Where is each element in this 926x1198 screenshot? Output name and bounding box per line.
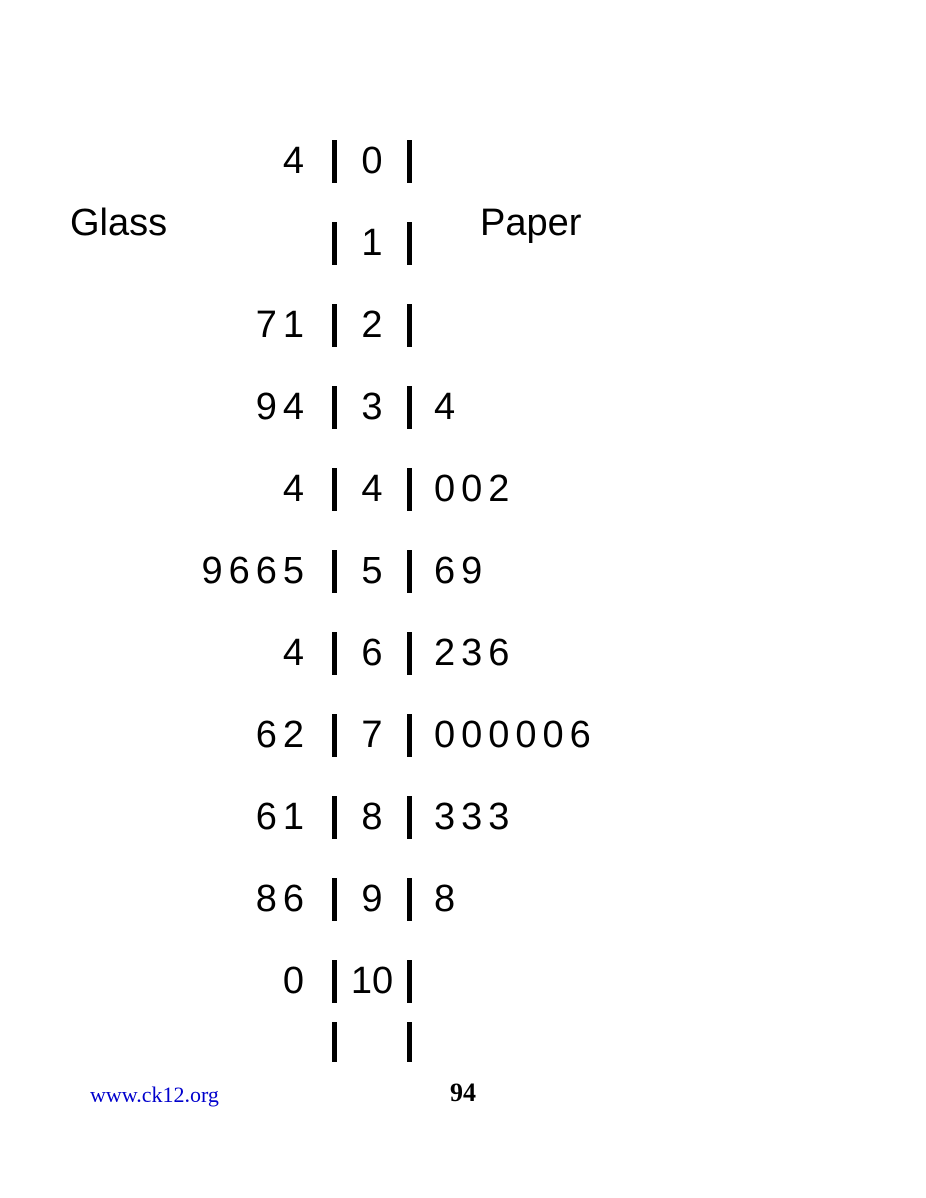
right-leaves: 000006 (412, 714, 820, 757)
stem-value: 6 (332, 632, 412, 675)
right-dataset-label: Paper (480, 202, 581, 245)
stemleaf-row: 4 4 002 (100, 448, 820, 530)
stemleaf-row: 71 2 (100, 284, 820, 366)
stem-value: 3 (332, 386, 412, 429)
stem-and-leaf-plot: Glass Paper 4 0 1 71 2 94 3 4 4 4 002 9 (100, 120, 820, 1062)
stemleaf-row: 4 0 (100, 120, 820, 202)
stem-value: 8 (332, 796, 412, 839)
left-leaves: 62 (100, 714, 332, 757)
stemleaf-row: 61 8 333 (100, 776, 820, 858)
stemleaf-row: 94 3 4 (100, 366, 820, 448)
stem-value: 7 (332, 714, 412, 757)
left-leaves: 0 (100, 960, 332, 1003)
right-leaves: 333 (412, 796, 820, 839)
stemleaf-row: 0 10 (100, 940, 820, 1022)
page: Glass Paper 4 0 1 71 2 94 3 4 4 4 002 9 (0, 0, 926, 1198)
left-leaves: 94 (100, 386, 332, 429)
stemleaf-row: 9665 5 69 (100, 530, 820, 612)
stem-value: 5 (332, 550, 412, 593)
right-leaves: 8 (412, 878, 820, 921)
page-number: 94 (0, 1078, 926, 1108)
right-leaves: 69 (412, 550, 820, 593)
stemleaf-rule-tail (100, 1022, 820, 1062)
right-leaves: 002 (412, 468, 820, 511)
stem-value: 10 (332, 960, 412, 1003)
stemleaf-row: 62 7 000006 (100, 694, 820, 776)
left-leaves: 9665 (100, 550, 332, 593)
left-leaves: 4 (100, 468, 332, 511)
stem-value: 1 (332, 222, 412, 265)
left-dataset-label: Glass (70, 202, 167, 245)
left-leaves: 86 (100, 878, 332, 921)
stem-value: 4 (332, 468, 412, 511)
stemleaf-row: 4 6 236 (100, 612, 820, 694)
right-leaves: 4 (412, 386, 820, 429)
stem-value: 9 (332, 878, 412, 921)
stem-value: 0 (332, 140, 412, 183)
stemleaf-row: 86 9 8 (100, 858, 820, 940)
right-leaves: 236 (412, 632, 820, 675)
left-leaves: 61 (100, 796, 332, 839)
left-leaves: 4 (100, 632, 332, 675)
left-leaves: 4 (100, 140, 332, 183)
left-leaves: 71 (100, 304, 332, 347)
stemleaf-row: 1 (100, 202, 820, 284)
stem-value: 2 (332, 304, 412, 347)
